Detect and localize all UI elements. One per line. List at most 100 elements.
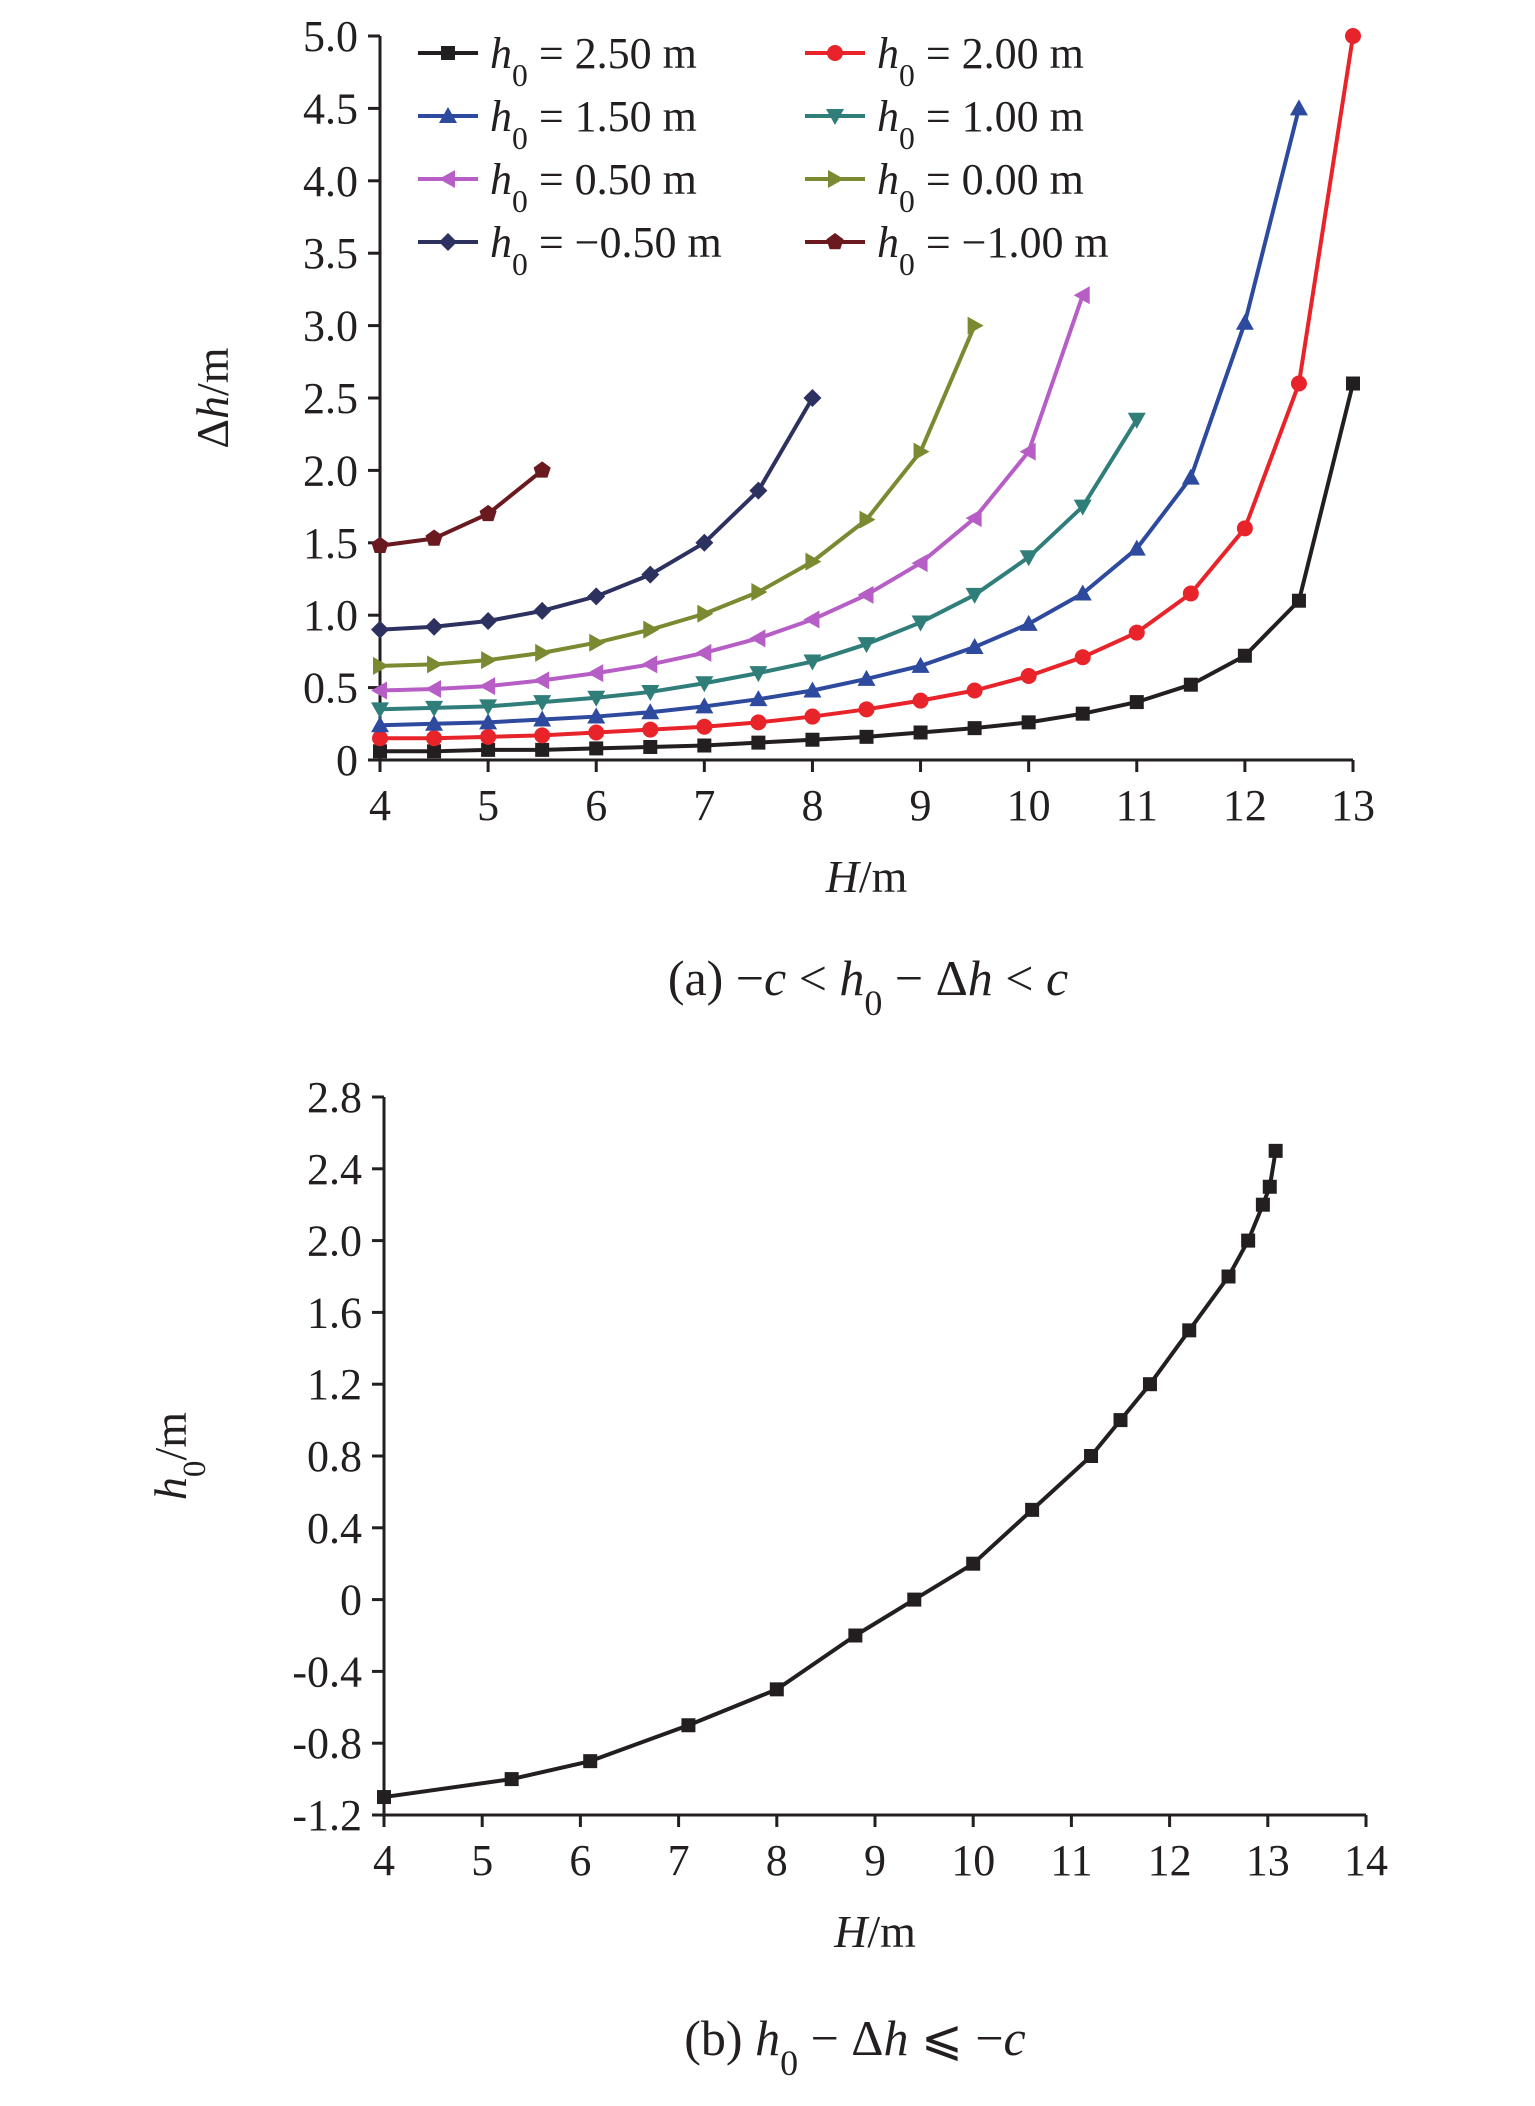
data-point bbox=[695, 643, 712, 662]
data-point bbox=[1019, 442, 1036, 461]
data-point bbox=[1346, 376, 1360, 391]
data-point bbox=[377, 1790, 391, 1805]
y-tick-label: 0.4 bbox=[307, 1504, 362, 1553]
data-point bbox=[1025, 1502, 1040, 1517]
y-axis-label: Δh/m bbox=[187, 347, 238, 448]
data-point bbox=[1237, 648, 1252, 663]
x-tick-label: 7 bbox=[668, 1836, 690, 1885]
data-point bbox=[1262, 1179, 1277, 1194]
series-line bbox=[379, 294, 1085, 693]
data-point bbox=[371, 536, 389, 553]
data-point bbox=[1183, 677, 1198, 692]
legend-item: h0 = 1.50 m bbox=[418, 92, 697, 156]
data-point bbox=[481, 651, 498, 670]
y-tick-label: -0.8 bbox=[292, 1719, 362, 1768]
x-tick-label: 6 bbox=[585, 781, 607, 830]
data-point bbox=[425, 700, 444, 717]
data-point bbox=[1290, 375, 1307, 392]
series-5 bbox=[371, 286, 1090, 700]
legend-label: h0 = 0.50 m bbox=[490, 155, 697, 219]
data-point bbox=[1235, 313, 1254, 330]
y-tick-label: 2.5 bbox=[303, 374, 358, 423]
series-line bbox=[379, 324, 977, 668]
series-line bbox=[379, 418, 1139, 712]
x-tick-label: 11 bbox=[1050, 1836, 1092, 1885]
x-tick-label: 9 bbox=[910, 781, 932, 830]
data-point bbox=[504, 1772, 519, 1787]
x-tick-label: 14 bbox=[1344, 1836, 1388, 1885]
data-point bbox=[439, 170, 455, 188]
y-tick-label: 0.5 bbox=[303, 664, 358, 713]
data-point bbox=[697, 738, 712, 753]
y-tick-label: 2.8 bbox=[307, 1073, 362, 1122]
legend-item: h0 = 0.50 m bbox=[418, 155, 697, 219]
data-point bbox=[749, 666, 768, 683]
data-point bbox=[533, 695, 552, 712]
series-1 bbox=[373, 376, 1360, 759]
x-tick-label: 5 bbox=[477, 781, 499, 830]
data-point bbox=[643, 739, 658, 754]
legend-item: h0 = 2.50 m bbox=[418, 29, 697, 93]
panel-caption: (b) h0 − Δh ⩽ −c bbox=[684, 2010, 1025, 2083]
data-point bbox=[912, 692, 929, 709]
data-point bbox=[479, 713, 498, 730]
y-tick-label: 1.0 bbox=[303, 591, 358, 640]
data-point bbox=[1127, 412, 1146, 429]
data-point bbox=[425, 714, 444, 731]
data-point bbox=[641, 703, 660, 720]
data-point bbox=[805, 732, 820, 747]
data-point bbox=[588, 724, 605, 741]
data-point bbox=[805, 552, 822, 571]
y-tick-label: -0.4 bbox=[292, 1647, 362, 1696]
data-point bbox=[803, 610, 820, 629]
y-tick-label: 2.0 bbox=[307, 1217, 362, 1266]
data-point bbox=[1291, 593, 1306, 608]
data-point bbox=[1074, 649, 1091, 666]
data-point bbox=[587, 690, 606, 707]
data-point bbox=[695, 697, 714, 714]
data-point bbox=[1221, 1269, 1236, 1284]
x-tick-label: 13 bbox=[1246, 1836, 1290, 1885]
data-point bbox=[749, 629, 766, 648]
series-line bbox=[379, 107, 1301, 728]
data-point bbox=[641, 684, 660, 701]
x-tick-label: 4 bbox=[373, 1836, 395, 1885]
data-point bbox=[1255, 1197, 1270, 1212]
data-point bbox=[481, 742, 496, 757]
x-tick-label: 10 bbox=[1007, 781, 1051, 830]
series-6 bbox=[373, 316, 984, 675]
data-point bbox=[589, 741, 604, 756]
data-point bbox=[1020, 668, 1037, 685]
data-point bbox=[1128, 624, 1145, 641]
data-point bbox=[371, 681, 387, 700]
data-point bbox=[858, 701, 875, 718]
series-line bbox=[380, 383, 1355, 754]
y-tick-label: 0.8 bbox=[307, 1432, 362, 1481]
data-point bbox=[751, 583, 768, 602]
series-line bbox=[383, 1150, 1278, 1800]
data-point bbox=[439, 233, 457, 251]
data-point bbox=[911, 615, 930, 632]
y-tick-label: 4.0 bbox=[303, 157, 358, 206]
data-point bbox=[967, 721, 982, 736]
data-point bbox=[681, 1718, 696, 1733]
data-point bbox=[479, 611, 498, 630]
data-point bbox=[965, 587, 984, 604]
data-point bbox=[827, 45, 843, 61]
x-tick-label: 13 bbox=[1331, 781, 1375, 830]
series-8 bbox=[371, 461, 551, 553]
data-point bbox=[1073, 499, 1092, 516]
data-point bbox=[479, 504, 497, 522]
data-point bbox=[911, 656, 930, 673]
data-point bbox=[1019, 550, 1038, 567]
data-point bbox=[859, 510, 876, 529]
data-point bbox=[828, 170, 844, 188]
legend-item: h0 = −1.00 m bbox=[805, 218, 1109, 282]
data-point bbox=[535, 643, 552, 662]
data-point bbox=[589, 633, 606, 652]
x-tick-label: 9 bbox=[864, 1836, 886, 1885]
y-tick-label: 1.2 bbox=[307, 1360, 362, 1409]
data-point bbox=[695, 676, 714, 693]
data-point bbox=[1236, 520, 1253, 537]
